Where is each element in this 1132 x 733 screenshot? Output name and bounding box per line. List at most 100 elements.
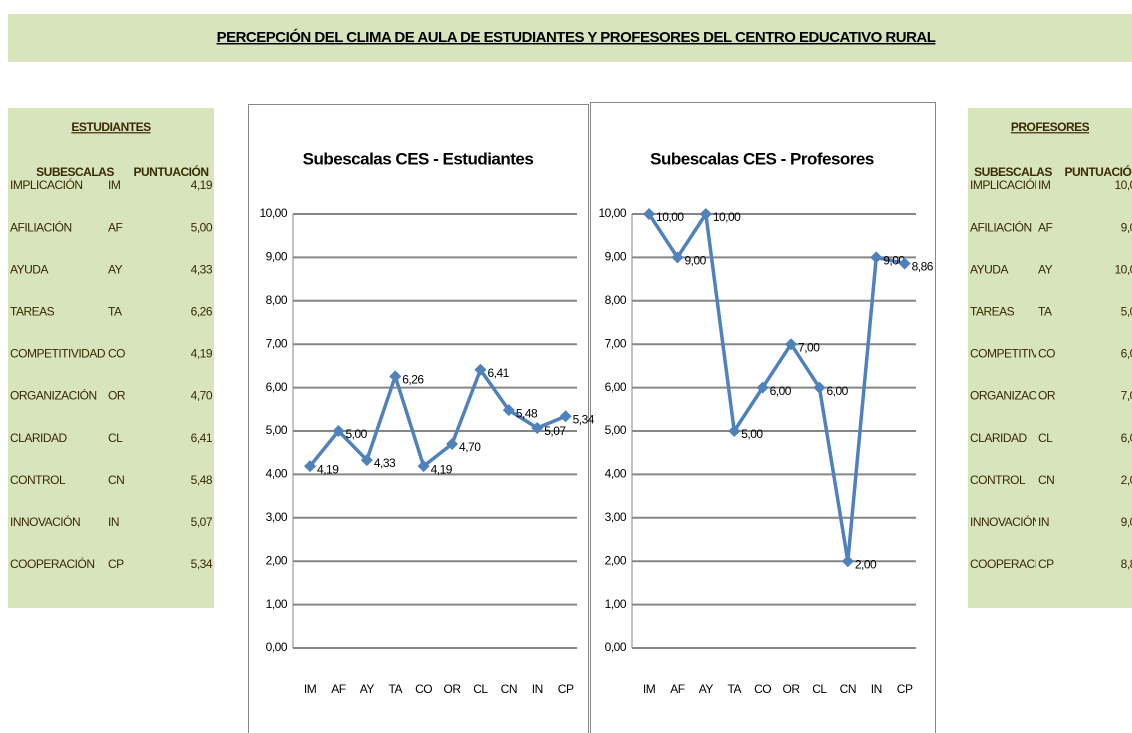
chart-frame (248, 104, 589, 733)
header-bar (8, 14, 1132, 62)
x-tick-label: CN (501, 682, 517, 696)
row-abbr: CP (108, 557, 124, 571)
row-name: CONTROL (970, 473, 1026, 487)
column-header: PUNTUACIÓN (1065, 164, 1132, 179)
data-label: 10,00 (713, 210, 741, 224)
x-tick-label: CL (473, 682, 488, 696)
data-point (841, 555, 854, 568)
data-point (870, 251, 883, 264)
data-label: 7,00 (798, 340, 820, 354)
row-abbr: AY (108, 262, 123, 276)
data-label: 5,00 (741, 427, 763, 441)
data-label: 6,00 (770, 384, 792, 398)
y-tick-label: 0,00 (266, 640, 288, 654)
row-abbr: CO (108, 347, 125, 361)
y-tick-label: 1,00 (266, 597, 288, 611)
row-abbr: OR (1038, 389, 1056, 403)
data-label: 6,26 (402, 372, 424, 386)
data-point (756, 381, 769, 394)
data-label: 4,33 (374, 456, 396, 470)
row-score: 5,00 (1121, 304, 1132, 318)
y-tick-label: 0,00 (605, 640, 627, 654)
row-abbr: CL (1038, 431, 1053, 445)
row-score: 4,33 (191, 262, 213, 276)
row-name: COMPETITIVIDAD (10, 347, 106, 361)
data-point (360, 454, 373, 467)
row-score: 5,34 (191, 557, 213, 571)
y-tick-label: 4,00 (266, 467, 288, 481)
row-abbr: IM (108, 178, 121, 192)
row-name: AYUDA (10, 262, 48, 276)
y-tick-label: 1,00 (605, 597, 627, 611)
data-label: 4,19 (317, 462, 339, 476)
y-tick-label: 2,00 (266, 553, 288, 567)
data-label: 10,00 (656, 210, 684, 224)
x-tick-label: CL (812, 682, 827, 696)
row-name: AFILIACIÓN (970, 219, 1032, 234)
row-score: 6,26 (191, 304, 213, 318)
row-name: CLARIDAD (970, 431, 1028, 445)
row-score: 4,19 (191, 347, 213, 361)
y-tick-label: 7,00 (266, 336, 288, 350)
row-abbr: IN (108, 515, 119, 529)
row-abbr: IN (1038, 515, 1049, 529)
row-score: 7,00 (1121, 389, 1132, 403)
x-tick-label: CO (415, 682, 432, 696)
chart-frame (590, 102, 936, 733)
data-point (332, 425, 345, 437)
row-abbr: CN (1038, 473, 1054, 487)
y-tick-label: 10,00 (259, 206, 287, 220)
data-point (699, 208, 712, 220)
y-tick-label: 3,00 (266, 510, 288, 524)
row-score: 5,48 (191, 473, 213, 487)
x-tick-label: OR (444, 682, 462, 696)
data-line (308, 368, 567, 468)
row-score: 10,00 (1114, 262, 1132, 276)
row-abbr: TA (1038, 304, 1052, 318)
data-point (502, 404, 515, 417)
row-abbr: AF (108, 220, 123, 234)
row-name: IMPLICACIÓN (10, 177, 83, 192)
chart-title: Subescalas CES - Estudiantes (303, 149, 534, 168)
column-header: SUBESCALAS (36, 165, 114, 179)
data-point (559, 410, 572, 423)
data-point (813, 381, 826, 394)
row-name: AFILIACIÓN (10, 219, 72, 234)
row-abbr: IM (1038, 178, 1051, 192)
row-name: TAREAS (970, 304, 1015, 318)
y-tick-label: 6,00 (605, 380, 627, 394)
row-score: 5,00 (191, 220, 213, 234)
data-point (304, 460, 317, 473)
row-score: 6,00 (1121, 431, 1132, 445)
row-name: CLARIDAD (10, 431, 68, 445)
row-score: 2,00 (1121, 473, 1132, 487)
x-tick-label: CO (754, 682, 771, 696)
row-abbr: CN (108, 473, 124, 487)
x-tick-label: TA (389, 682, 403, 696)
row-score: 10,00 (1114, 178, 1132, 192)
data-point (531, 421, 544, 434)
row-name: COOPERACIÓN (10, 556, 95, 571)
table-title: PROFESORES (1011, 120, 1090, 134)
data-label: 5,34 (573, 412, 595, 426)
row-abbr: CP (1038, 557, 1054, 571)
data-point (474, 363, 487, 376)
table-title: ESTUDIANTES (71, 120, 151, 134)
data-point (643, 208, 656, 220)
x-tick-label: IM (643, 682, 656, 696)
x-tick-label: AY (360, 682, 375, 696)
data-label: 5,07 (544, 424, 566, 438)
data-label: 6,00 (826, 384, 848, 398)
chart-title: Subescalas CES - Profesores (650, 149, 874, 168)
row-name: AYUDA (970, 262, 1008, 276)
row-abbr: CO (1038, 347, 1055, 361)
page-title: PERCEPCIÓN DEL CLIMA DE AULA DE ESTUDIAN… (217, 28, 936, 46)
data-point (417, 460, 430, 473)
row-abbr: AY (1038, 262, 1053, 276)
row-score: 4,19 (191, 178, 213, 192)
data-line (647, 212, 906, 563)
data-label: 9,00 (684, 254, 706, 268)
row-name: INNOVACIÓN (970, 514, 1040, 529)
